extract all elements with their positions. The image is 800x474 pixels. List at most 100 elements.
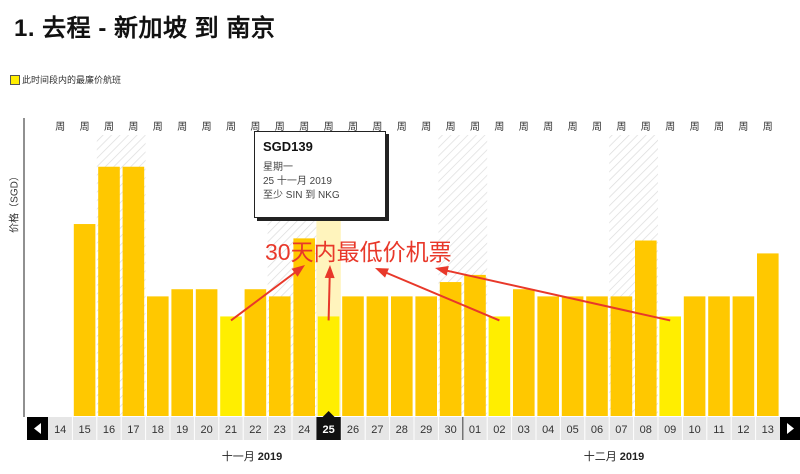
week-label: 周 bbox=[348, 121, 358, 133]
date-tick-label[interactable]: 03 bbox=[518, 424, 530, 436]
date-tick-label[interactable]: 09 bbox=[664, 424, 676, 436]
week-label: 周 bbox=[568, 121, 578, 133]
date-tick-label[interactable]: 26 bbox=[347, 424, 359, 436]
date-tick-label[interactable]: 06 bbox=[591, 424, 603, 436]
date-tick-label[interactable]: 01 bbox=[469, 424, 481, 436]
week-label: 周 bbox=[421, 121, 431, 133]
fare-bar[interactable] bbox=[586, 296, 608, 416]
annotation-arrowhead bbox=[375, 268, 389, 278]
week-label: 周 bbox=[714, 121, 724, 133]
fare-bar[interactable] bbox=[122, 166, 145, 416]
month-name: 十一月 bbox=[221, 451, 255, 463]
fare-bar[interactable] bbox=[659, 316, 681, 416]
week-label: 周 bbox=[446, 121, 456, 133]
annotation-arrows bbox=[230, 265, 671, 322]
week-label: 周 bbox=[616, 121, 626, 133]
date-tick-label[interactable]: 23 bbox=[274, 424, 286, 436]
month-year: 2019 bbox=[619, 451, 645, 463]
month-label-november: 十一月 2019 bbox=[222, 448, 283, 464]
date-tick-label[interactable]: 18 bbox=[152, 424, 164, 436]
date-tick-label[interactable]: 28 bbox=[396, 424, 408, 436]
week-label: 周 bbox=[690, 121, 700, 133]
fare-bar[interactable] bbox=[244, 289, 267, 416]
fare-bar[interactable] bbox=[342, 296, 364, 416]
fare-bar[interactable] bbox=[220, 316, 242, 416]
legend-swatch bbox=[10, 74, 20, 85]
fare-bar[interactable] bbox=[366, 296, 389, 416]
week-label: 周 bbox=[80, 121, 90, 133]
date-tick-label[interactable]: 19 bbox=[176, 424, 188, 436]
fare-bar[interactable] bbox=[391, 296, 413, 416]
date-tick-label[interactable]: 05 bbox=[566, 424, 578, 436]
date-tick-label[interactable]: 27 bbox=[371, 424, 383, 436]
fare-bar[interactable] bbox=[73, 224, 96, 416]
fare-bar[interactable] bbox=[488, 316, 511, 416]
fare-bar[interactable] bbox=[439, 282, 462, 416]
fare-bar[interactable] bbox=[464, 274, 486, 416]
date-tick-label[interactable]: 07 bbox=[615, 424, 627, 436]
week-label: 周 bbox=[275, 121, 285, 133]
legend: 此时间段内的最廉价航班 bbox=[10, 73, 121, 86]
annotation-arrowhead bbox=[291, 265, 305, 277]
fare-bar[interactable] bbox=[732, 296, 755, 416]
annotation-arrowhead bbox=[324, 265, 335, 279]
tooltip-price: SGD139 bbox=[263, 139, 313, 154]
fare-bar[interactable] bbox=[513, 289, 535, 416]
fare-bar[interactable] bbox=[415, 296, 437, 416]
week-label: 周 bbox=[299, 121, 309, 133]
arrow-right-icon[interactable] bbox=[780, 417, 800, 440]
date-tick-label[interactable]: 12 bbox=[737, 424, 749, 436]
page-title: 1. 去程 - 新加坡 到 南京 bbox=[14, 15, 276, 42]
fare-bar[interactable] bbox=[171, 289, 193, 416]
week-label: 周 bbox=[494, 121, 504, 133]
fare-bar[interactable] bbox=[269, 296, 291, 416]
fare-bar[interactable] bbox=[147, 296, 169, 416]
fare-bar[interactable] bbox=[757, 253, 779, 416]
fare-bar[interactable] bbox=[610, 296, 633, 416]
date-tick-label[interactable]: 17 bbox=[127, 424, 139, 436]
week-label: 周 bbox=[763, 121, 773, 133]
date-tick-label[interactable]: 29 bbox=[420, 424, 432, 436]
date-tick-label[interactable]: 30 bbox=[444, 424, 456, 436]
date-tick-label[interactable]: 13 bbox=[762, 424, 774, 436]
date-tick-label[interactable]: 14 bbox=[54, 424, 66, 436]
date-tick-label[interactable]: 04 bbox=[542, 424, 554, 436]
annotation-arrow bbox=[383, 270, 500, 322]
week-label: 周 bbox=[55, 121, 65, 133]
fare-bar[interactable] bbox=[293, 238, 315, 416]
week-label: 周 bbox=[226, 121, 236, 133]
fare-bar[interactable] bbox=[537, 296, 559, 416]
week-label: 周 bbox=[397, 121, 407, 133]
fare-bar[interactable] bbox=[683, 296, 706, 416]
annotation-arrow bbox=[230, 270, 298, 322]
date-tick-label[interactable]: 08 bbox=[640, 424, 652, 436]
fare-bar[interactable] bbox=[561, 296, 584, 416]
fare-bar[interactable] bbox=[708, 296, 730, 416]
date-tick-label[interactable]: 21 bbox=[225, 424, 237, 436]
annotation-arrowhead bbox=[435, 265, 449, 276]
week-label: 周 bbox=[641, 121, 651, 133]
week-label: 周 bbox=[665, 121, 675, 133]
date-tick-label[interactable]: 25 bbox=[322, 424, 334, 436]
week-label: 周 bbox=[738, 121, 748, 133]
annotation-arrow bbox=[327, 274, 331, 321]
week-label: 周 bbox=[177, 121, 187, 133]
fare-bar[interactable] bbox=[317, 316, 340, 416]
date-tick-label[interactable]: 22 bbox=[249, 424, 261, 436]
date-tick-label[interactable]: 20 bbox=[200, 424, 212, 436]
week-label: 周 bbox=[324, 121, 334, 133]
week-label: 周 bbox=[250, 121, 260, 133]
selected-date-marker bbox=[316, 411, 341, 440]
fare-bar[interactable] bbox=[635, 240, 657, 416]
date-tick-label[interactable]: 10 bbox=[688, 424, 700, 436]
arrow-left-icon[interactable] bbox=[27, 417, 48, 440]
date-tick-label[interactable]: 24 bbox=[298, 424, 310, 436]
date-tick-label[interactable]: 16 bbox=[103, 424, 115, 436]
fare-bar[interactable] bbox=[195, 289, 218, 416]
date-tick-label[interactable]: 15 bbox=[78, 424, 90, 436]
month-name: 十二月 bbox=[583, 451, 617, 463]
date-tick-label[interactable]: 11 bbox=[713, 424, 724, 436]
date-tick-label[interactable]: 02 bbox=[493, 424, 505, 436]
week-label: 周 bbox=[128, 121, 138, 133]
fare-bar[interactable] bbox=[98, 166, 120, 416]
